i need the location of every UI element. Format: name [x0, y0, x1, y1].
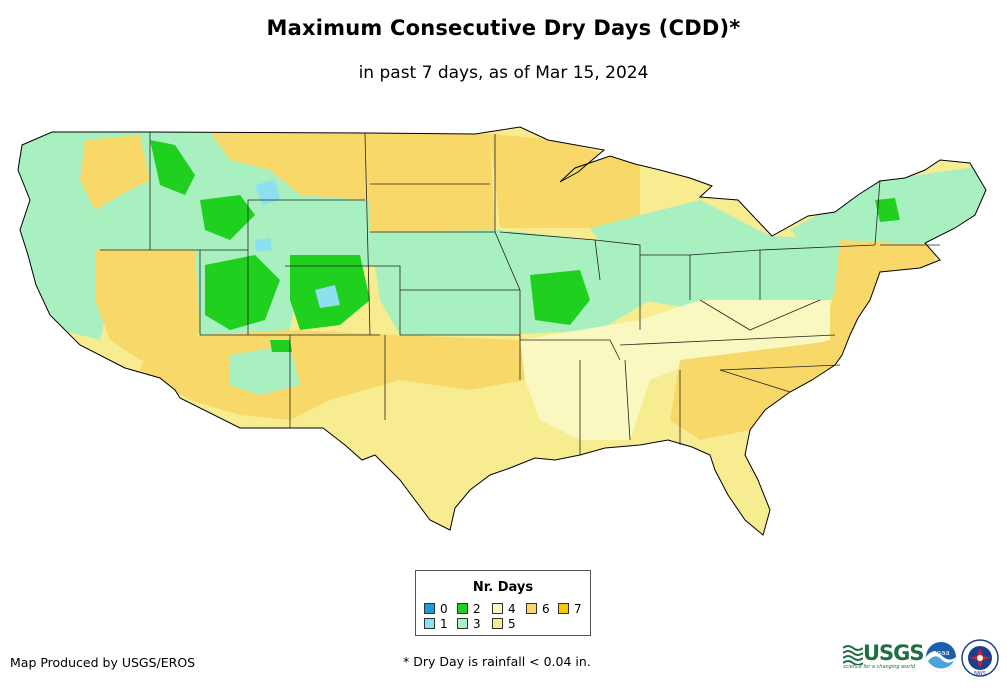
usgs-wave-icon — [842, 645, 864, 666]
legend-label: 2 — [473, 602, 481, 616]
nws-wordmark: NWS — [974, 671, 986, 677]
legend-swatch — [492, 603, 503, 614]
legend-label: 0 — [440, 602, 448, 616]
region-south-central — [520, 300, 830, 440]
legend-swatch — [424, 603, 435, 614]
region-montana — [210, 132, 368, 200]
wet-spots — [150, 140, 900, 352]
legend-item-1: 1 — [424, 618, 448, 630]
map-title: Maximum Consecutive Dry Days (CDD)* — [266, 16, 741, 40]
footnote: * Dry Day is rainfall < 0.04 in. — [403, 654, 591, 669]
map-subtitle: in past 7 days, as of Mar 15, 2024 — [358, 63, 649, 83]
legend-item-6: 6 — [526, 603, 550, 615]
region-arizona-green — [230, 345, 300, 395]
legend-label: 6 — [542, 602, 550, 616]
nws-logo: NWS — [961, 639, 999, 677]
noaa-logo: noaa — [926, 642, 956, 672]
noaa-wordmark: noaa — [932, 649, 949, 657]
legend-item-3: 3 — [457, 618, 481, 630]
region-great-basin — [95, 250, 200, 360]
legend-swatch — [526, 603, 537, 614]
legend: Nr. Days 0 1 2 3 4 5 6 7 — [415, 570, 591, 636]
legend-swatch — [424, 618, 435, 629]
legend-item-0: 0 — [424, 603, 448, 615]
legend-title: Nr. Days — [472, 580, 534, 595]
legend-label: 3 — [473, 617, 481, 631]
legend-label: 7 — [574, 602, 582, 616]
legend-item-7: 7 — [558, 603, 582, 615]
legend-swatch — [492, 618, 503, 629]
legend-item-5: 5 — [492, 618, 516, 630]
legend-item-2: 2 — [457, 603, 481, 615]
one-day-spots — [255, 180, 340, 308]
legend-label: 5 — [508, 617, 516, 631]
usgs-tagline: science for a changing world — [843, 664, 915, 670]
legend-item-4: 4 — [492, 603, 516, 615]
region-upper-midwest — [490, 134, 640, 228]
state-borders — [100, 132, 940, 455]
usgs-logo: USGS science for a changing world — [842, 641, 925, 670]
region-southwest — [140, 330, 525, 420]
legend-label: 4 — [508, 602, 516, 616]
legend-label: 1 — [440, 617, 448, 631]
region-great-lakes — [590, 200, 870, 310]
legend-swatch — [457, 618, 468, 629]
region-nw-interior — [80, 135, 150, 210]
legend-swatch — [457, 603, 468, 614]
region-southeast — [670, 340, 845, 440]
map-credit: Map Produced by USGS/EROS — [10, 655, 196, 670]
legend-swatch — [558, 603, 569, 614]
usgs-wordmark: USGS — [863, 641, 925, 665]
